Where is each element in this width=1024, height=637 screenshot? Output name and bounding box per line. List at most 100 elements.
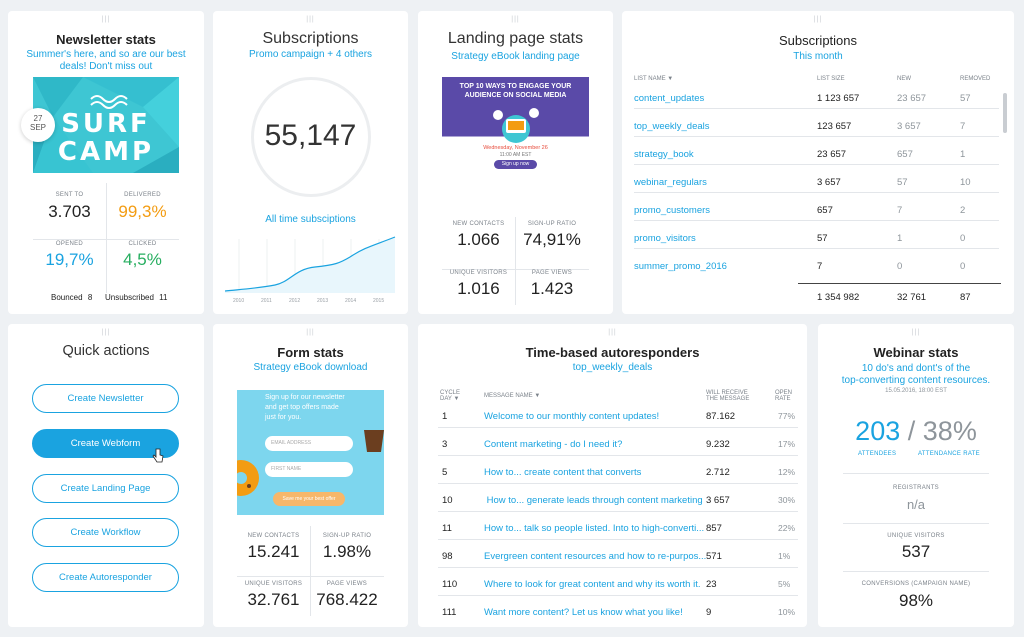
bounced-value: 8: [87, 293, 93, 302]
message-name-link[interactable]: How to... generate leads through content…: [484, 495, 703, 506]
drag-handle[interactable]: |||: [511, 16, 520, 23]
date-day: 27: [33, 114, 43, 123]
create-webform-button[interactable]: Create Webform: [32, 429, 179, 458]
total-ring: [251, 77, 371, 197]
table-row[interactable]: promo_customers 657 7 2: [622, 205, 1014, 225]
image-text-line2: CAMP: [57, 137, 155, 167]
form-submit-button[interactable]: Save me your best offer: [273, 492, 345, 506]
image-text-line1: SURF: [61, 109, 151, 139]
drag-handle[interactable]: |||: [813, 16, 823, 23]
col-list-size[interactable]: LIST SIZE: [817, 76, 845, 82]
delivered-label: DELIVERED: [124, 192, 161, 198]
name-field[interactable]: FIRST NAME: [265, 462, 353, 477]
col-new[interactable]: NEW: [897, 76, 911, 82]
cycle-day: 10: [442, 495, 453, 506]
drag-handle[interactable]: |||: [306, 16, 315, 23]
list-removed: 57: [960, 93, 971, 104]
row-divider: [438, 483, 798, 484]
message-name-link[interactable]: Evergreen content resources and how to r…: [484, 551, 707, 562]
table-row[interactable]: summer_promo_2016 7 0 0: [622, 261, 1014, 281]
list-name-link[interactable]: promo_visitors: [634, 233, 696, 244]
table-row[interactable]: 3 Content marketing - do I need it? 9.232 1…: [418, 439, 807, 459]
list-name-link[interactable]: promo_customers: [634, 205, 711, 216]
attendance-separator: /: [907, 416, 916, 446]
page-views-label: PAGE VIEWS: [326, 581, 368, 587]
table-row[interactable]: 98 Evergreen content resources and how to…: [418, 551, 807, 571]
signup-ratio-label: SIGN-UP RATIO: [322, 533, 372, 539]
table-row[interactable]: promo_visitors 57 1 0: [622, 233, 1014, 253]
table-row[interactable]: strategy_book 23 657 657 1: [622, 149, 1014, 169]
newsletter-image[interactable]: SURF CAMP: [33, 77, 179, 173]
message-name-link[interactable]: How to... talk so people listed. Into to…: [484, 523, 705, 534]
list-removed: 2: [960, 205, 966, 216]
form-text-line1: Sign up for our newsletter: [265, 394, 345, 401]
list-name-link[interactable]: content_updates: [634, 93, 705, 104]
table-row[interactable]: 111 Want more content? Let us know what y…: [418, 607, 807, 627]
col-will-receive[interactable]: WILL RECEIVE THE MESSAGE: [706, 390, 750, 402]
table-scrollbar[interactable]: [1003, 93, 1007, 133]
row-divider: [634, 164, 999, 165]
cycle-day: 110: [442, 579, 458, 590]
card-subtitle: top_weekly_deals: [572, 362, 653, 373]
drag-handle[interactable]: |||: [911, 329, 921, 336]
create-workflow-button[interactable]: Create Workflow: [32, 518, 179, 547]
will-receive: 2.712: [706, 467, 730, 478]
promo-line2: AUDIENCE ON SOCIAL MEDIA: [464, 92, 567, 99]
col-list-name[interactable]: LIST NAME ▼: [634, 76, 674, 82]
col-cycle-day[interactable]: CYCLE DAY ▼: [440, 390, 461, 402]
list-size: 7: [817, 261, 823, 272]
create-landing-page-button[interactable]: Create Landing Page: [32, 474, 179, 503]
message-name-link[interactable]: Want more content? Let us know what you …: [484, 607, 683, 618]
table-row[interactable]: 110 Where to look for great content and w…: [418, 579, 807, 599]
drag-handle[interactable]: |||: [101, 329, 111, 336]
col-removed[interactable]: REMOVED: [960, 76, 991, 82]
cycle-day: 11: [442, 523, 452, 534]
list-name-link[interactable]: summer_promo_2016: [634, 261, 727, 272]
list-name-link[interactable]: strategy_book: [634, 149, 694, 160]
webinar-stats-card: ||| Webinar stats 10 do's and dont's of …: [818, 324, 1014, 627]
col-message-name[interactable]: MESSAGE NAME ▼: [484, 393, 541, 399]
attendance-rate-value: 38%: [922, 416, 977, 446]
list-new: 1: [897, 233, 903, 244]
row-divider: [634, 192, 999, 193]
card-title: Quick actions: [62, 343, 150, 359]
coffee-cup-illustration: [364, 430, 384, 452]
year-tick-label: 2012: [289, 298, 300, 304]
drag-handle[interactable]: |||: [101, 16, 111, 23]
registrants-label: REGISTRANTS: [893, 485, 939, 491]
table-row[interactable]: 10 How to... generate leads through cont…: [418, 495, 807, 515]
message-name-link[interactable]: How to... create content that converts: [484, 467, 642, 478]
promo-signup-button[interactable]: Sign up now: [494, 160, 537, 169]
table-row[interactable]: 5 How to... create content that converts 2…: [418, 467, 807, 487]
list-size: 57: [817, 233, 828, 244]
table-row[interactable]: 11 How to... talk so people listed. Into …: [418, 523, 807, 543]
message-name-link[interactable]: Welcome to our monthly content updates!: [484, 411, 660, 422]
create-autoresponder-button[interactable]: Create Autoresponder: [32, 563, 179, 592]
table-row[interactable]: webinar_regulars 3 657 57 10: [622, 177, 1014, 197]
row-divider: [438, 539, 798, 540]
col-open-rate[interactable]: OPEN RATE: [775, 390, 793, 402]
promo-line1: TOP 10 WAYS TO ENGAGE YOUR: [459, 83, 572, 90]
table-row[interactable]: 1 Welcome to our monthly content updates!…: [418, 411, 807, 431]
table-row[interactable]: content_updates 1 123 657 23 657 57: [622, 93, 1014, 113]
signup-ratio-value: 74,91%: [523, 230, 581, 249]
table-row[interactable]: top_weekly_deals 123 657 3 657 7: [622, 121, 1014, 141]
cursor-hand-icon: [152, 448, 164, 463]
year-tick-label: 2013: [317, 298, 328, 304]
drag-handle[interactable]: |||: [608, 329, 617, 336]
landing-page-preview[interactable]: TOP 10 WAYS TO ENGAGE YOUR AUDIENCE ON S…: [442, 77, 589, 173]
list-removed: 0: [960, 261, 966, 272]
card-title: Newsletter stats: [56, 32, 156, 47]
unique-visitors-value: 32.761: [247, 590, 300, 609]
message-name-link[interactable]: Content marketing - do I need it?: [484, 439, 623, 450]
total-new: 32 761: [897, 292, 927, 303]
new-contacts-label: NEW CONTACTS: [247, 533, 300, 539]
list-name-link[interactable]: webinar_regulars: [634, 177, 707, 188]
webform-preview[interactable]: Sign up for our newsletter and get top o…: [237, 390, 384, 515]
list-name-link[interactable]: top_weekly_deals: [634, 121, 710, 132]
create-newsletter-button[interactable]: Create Newsletter: [32, 384, 179, 413]
cycle-day: 98: [442, 551, 453, 562]
message-name-link[interactable]: Where to look for great content and why …: [484, 579, 701, 590]
email-field[interactable]: EMAIL ADDRESS: [265, 436, 353, 451]
drag-handle[interactable]: |||: [306, 329, 315, 336]
